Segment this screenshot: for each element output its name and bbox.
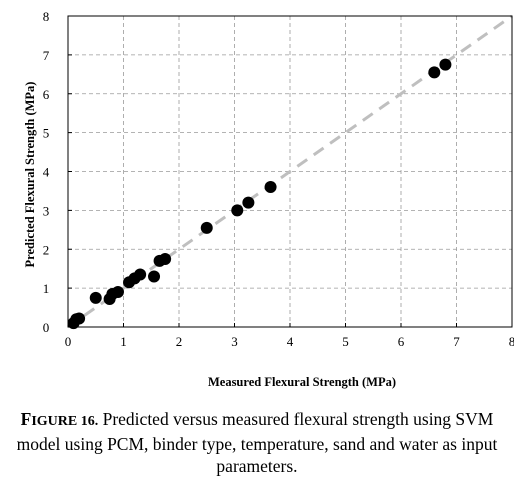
data-point bbox=[111, 286, 124, 299]
figure-label: FIGURE 16. bbox=[21, 409, 99, 429]
figure-label-initial: F bbox=[20, 409, 32, 429]
y-tick-label: 3 bbox=[43, 203, 50, 218]
scatter-chart: 0 1 2 3 4 5 6 7 8 0 1 2 3 4 5 6 7 8 Measured Flexural St… bbox=[23, 9, 514, 389]
data-point bbox=[231, 204, 244, 217]
y-tick-label: 7 bbox=[43, 48, 50, 63]
x-tick-label: 0 bbox=[65, 334, 72, 349]
data-points bbox=[67, 58, 452, 330]
data-point bbox=[159, 252, 172, 265]
x-tick-label: 6 bbox=[398, 334, 405, 349]
x-tick-label: 5 bbox=[342, 334, 349, 349]
grid-lines bbox=[68, 16, 512, 327]
y-tick-label: 6 bbox=[43, 87, 50, 102]
y-tick-label: 0 bbox=[43, 320, 50, 335]
y-tick-label: 4 bbox=[43, 165, 50, 180]
data-point bbox=[242, 196, 255, 209]
x-tick-label: 1 bbox=[120, 334, 127, 349]
data-point bbox=[134, 268, 147, 281]
data-point bbox=[89, 291, 102, 304]
x-tick-label: 7 bbox=[453, 334, 460, 349]
x-tick-label: 3 bbox=[231, 334, 238, 349]
y-tick-label: 2 bbox=[43, 242, 50, 257]
figure-caption: FIGURE 16. Predicted versus measured fle… bbox=[10, 408, 504, 477]
x-axis-label: Measured Flexural Strength (MPa) bbox=[208, 375, 396, 389]
caption-text: Predicted versus measured flexural stren… bbox=[16, 409, 498, 476]
data-point bbox=[428, 66, 441, 79]
x-tick-label: 2 bbox=[176, 334, 183, 349]
y-tick-label: 5 bbox=[43, 126, 50, 141]
y-tick-label: 8 bbox=[43, 9, 50, 24]
x-tick-label: 8 bbox=[509, 334, 514, 349]
x-tick-label: 4 bbox=[287, 334, 294, 349]
data-point bbox=[148, 270, 161, 283]
y-tick-label: 1 bbox=[43, 281, 50, 296]
data-point bbox=[264, 181, 277, 194]
y-axis-label: Predicted Flexural Strength (MPa) bbox=[23, 82, 37, 268]
data-point bbox=[73, 312, 86, 325]
figure-label-rest: IGURE 16. bbox=[31, 414, 99, 429]
data-point bbox=[439, 58, 452, 71]
data-point bbox=[200, 221, 213, 234]
